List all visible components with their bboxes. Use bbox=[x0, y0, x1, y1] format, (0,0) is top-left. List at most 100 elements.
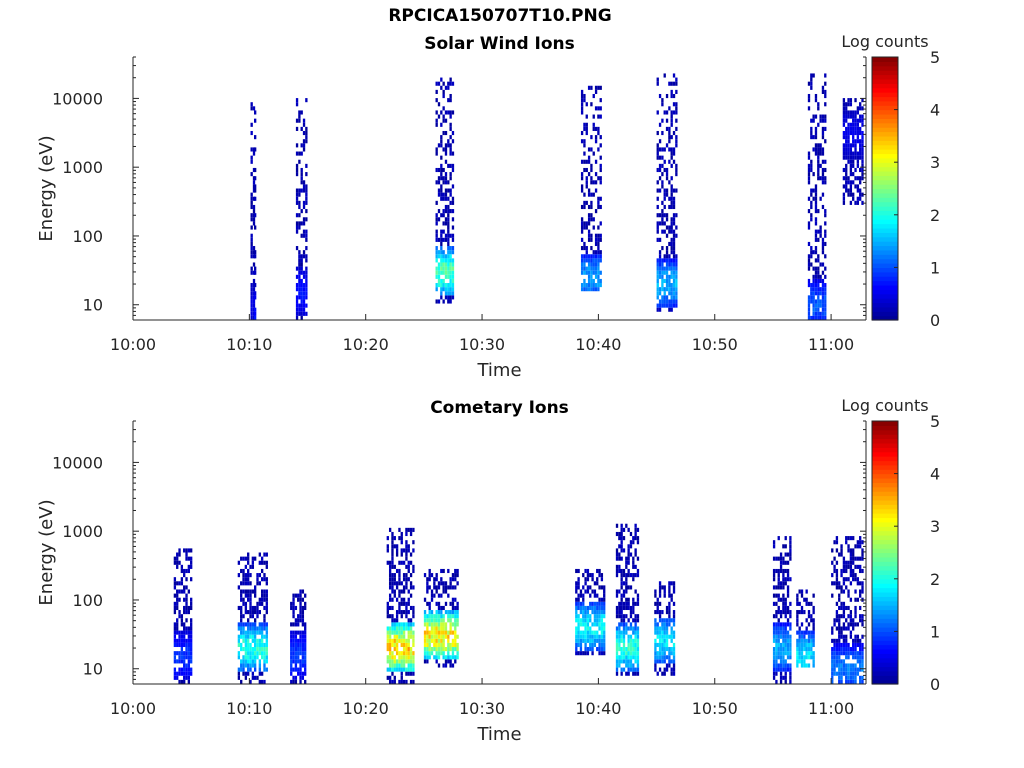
heatmap-cell bbox=[593, 610, 597, 615]
heatmap-cell bbox=[254, 647, 257, 652]
heatmap-cell bbox=[852, 151, 855, 156]
heatmap-cell bbox=[810, 614, 813, 619]
heatmap-cell bbox=[599, 258, 602, 263]
heatmap-cell bbox=[786, 638, 790, 643]
heatmap-cell bbox=[442, 589, 445, 594]
heatmap-cell bbox=[580, 246, 584, 251]
heatmap-cell bbox=[598, 597, 601, 602]
heatmap-cell bbox=[254, 675, 257, 680]
heatmap-cell bbox=[849, 560, 853, 565]
heatmap-cell bbox=[668, 278, 671, 284]
heatmap-cell bbox=[632, 564, 635, 569]
heatmap-cell bbox=[819, 303, 822, 308]
heatmap-cell bbox=[852, 126, 855, 131]
heatmap-cell bbox=[618, 659, 621, 664]
heatmap-cell bbox=[634, 634, 637, 639]
heatmap-cell bbox=[180, 634, 184, 639]
heatmap-cell bbox=[777, 573, 780, 578]
heatmap-cell bbox=[300, 311, 303, 316]
heatmap-cell bbox=[629, 610, 633, 615]
heatmap-cell bbox=[423, 614, 427, 619]
heatmap-cell bbox=[305, 291, 308, 296]
heatmap-cell bbox=[395, 626, 399, 631]
heatmap-cell bbox=[632, 651, 635, 656]
heatmap-cell bbox=[807, 299, 811, 304]
heatmap-cell bbox=[847, 536, 850, 541]
heatmap-cell bbox=[618, 568, 621, 574]
heatmap-cell bbox=[449, 233, 452, 238]
colorbar-segment bbox=[872, 188, 898, 194]
heatmap-cell bbox=[237, 573, 241, 578]
heatmap-cell bbox=[849, 192, 853, 197]
heatmap-cell bbox=[240, 634, 243, 639]
heatmap-cell bbox=[593, 618, 597, 623]
heatmap-cell bbox=[395, 548, 399, 553]
heatmap-cell bbox=[805, 630, 808, 635]
heatmap-cell bbox=[831, 548, 834, 553]
heatmap-cell bbox=[800, 610, 804, 615]
heatmap-cell bbox=[247, 577, 250, 582]
heatmap-cell bbox=[454, 577, 457, 582]
heatmap-cell bbox=[618, 552, 621, 557]
heatmap-cell bbox=[817, 254, 820, 259]
colorbar-segment bbox=[872, 469, 898, 475]
heatmap-cell bbox=[254, 167, 257, 173]
heatmap-cell bbox=[388, 597, 392, 602]
heatmap-cell bbox=[615, 663, 619, 668]
heatmap-cell bbox=[178, 651, 181, 656]
heatmap-cell bbox=[252, 209, 256, 214]
heatmap-cell bbox=[656, 274, 659, 279]
heatmap-cell bbox=[440, 254, 443, 259]
heatmap-cell bbox=[582, 638, 585, 643]
heatmap-cell bbox=[412, 671, 415, 676]
heatmap-cell bbox=[405, 540, 408, 545]
heatmap-cell bbox=[665, 143, 669, 148]
heatmap-cell bbox=[859, 155, 862, 160]
heatmap-cell bbox=[632, 560, 635, 565]
heatmap-cell bbox=[854, 667, 857, 672]
heatmap-cell bbox=[584, 647, 587, 652]
heatmap-cell bbox=[842, 184, 846, 189]
heatmap-cell bbox=[305, 200, 308, 205]
heatmap-cell bbox=[435, 589, 438, 594]
heatmap-cell bbox=[656, 601, 659, 606]
heatmap-cell bbox=[265, 589, 268, 594]
heatmap-cell bbox=[625, 651, 628, 656]
heatmap-cell bbox=[627, 663, 630, 668]
heatmap-cell bbox=[386, 601, 389, 606]
heatmap-cell bbox=[260, 593, 264, 598]
heatmap-cell bbox=[449, 135, 452, 140]
heatmap-cell bbox=[812, 642, 815, 648]
panel-title: Solar Wind Ions bbox=[424, 34, 575, 54]
heatmap-cell bbox=[656, 196, 659, 201]
heatmap-cell bbox=[777, 556, 780, 561]
heatmap-cell bbox=[295, 246, 299, 251]
heatmap-cell bbox=[665, 110, 669, 115]
colorbar-segment bbox=[872, 635, 898, 641]
heatmap-cell bbox=[187, 634, 191, 639]
heatmap-cell bbox=[386, 544, 389, 549]
heatmap-cell bbox=[615, 642, 619, 648]
heatmap-cell bbox=[591, 630, 594, 635]
heatmap-cell bbox=[812, 73, 815, 78]
heatmap-cell bbox=[807, 638, 811, 643]
heatmap-cell bbox=[786, 573, 790, 578]
heatmap-cell bbox=[821, 114, 825, 119]
heatmap-cell bbox=[861, 130, 864, 136]
heatmap-cell bbox=[636, 647, 640, 652]
heatmap-cell bbox=[847, 647, 850, 652]
heatmap-cell bbox=[435, 147, 438, 152]
heatmap-cell bbox=[772, 626, 776, 631]
heatmap-cell bbox=[803, 647, 806, 652]
heatmap-cell bbox=[599, 143, 602, 148]
heatmap-cell bbox=[302, 229, 306, 234]
heatmap-cell bbox=[620, 527, 623, 532]
heatmap-cell bbox=[670, 634, 673, 639]
heatmap-cell bbox=[265, 647, 268, 652]
heatmap-cell bbox=[298, 270, 301, 275]
heatmap-cell bbox=[386, 626, 389, 631]
heatmap-cell bbox=[665, 647, 669, 652]
heatmap-cell bbox=[407, 630, 410, 635]
heatmap-cell bbox=[670, 246, 673, 251]
heatmap-cell bbox=[663, 622, 666, 627]
